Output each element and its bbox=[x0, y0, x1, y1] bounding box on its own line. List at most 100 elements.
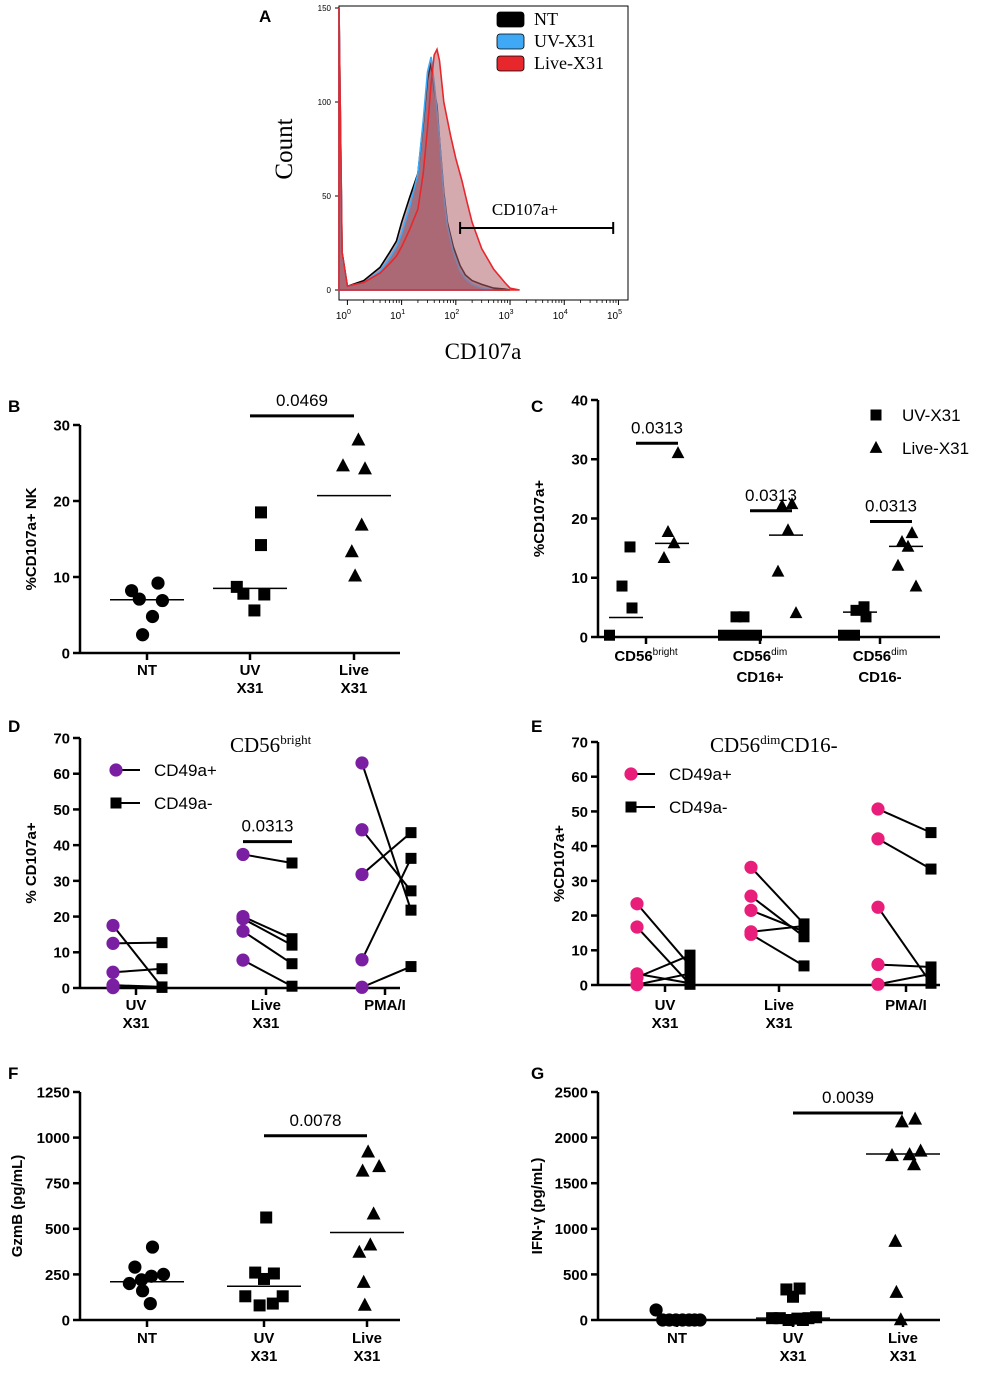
legend-marker-circle bbox=[109, 763, 123, 777]
panel-title: CD56dimCD16- bbox=[710, 732, 838, 757]
x-tick-label: 104 bbox=[553, 309, 568, 322]
data-point-cd49a-positive bbox=[744, 927, 758, 941]
data-point-cd49a-negative bbox=[925, 827, 937, 839]
x-category-label: UV bbox=[240, 662, 261, 679]
y-axis-label: %CD107a+ bbox=[531, 480, 548, 557]
data-point-cd49a-positive bbox=[236, 847, 250, 862]
legend-marker-square bbox=[110, 797, 122, 809]
x-tick-label: 103 bbox=[499, 309, 514, 322]
data-point-triangle bbox=[361, 1144, 376, 1158]
pair-line bbox=[750, 933, 805, 967]
y-tick-label: 1250 bbox=[37, 1084, 70, 1101]
data-point-triangle bbox=[344, 544, 359, 558]
y-tick-label: 30 bbox=[571, 452, 588, 469]
legend-marker-square bbox=[870, 409, 882, 421]
y-tick-label: 0 bbox=[580, 1312, 588, 1329]
data-point-triangle bbox=[661, 524, 675, 537]
y-axis-label: Count bbox=[271, 118, 298, 179]
data-point-triangle bbox=[775, 498, 789, 511]
data-point-triangle bbox=[358, 461, 372, 475]
y-tick-label: 40 bbox=[53, 838, 70, 855]
y-axis-label: %CD107a+ bbox=[551, 825, 568, 902]
data-point-cd49a-positive bbox=[871, 832, 885, 846]
x-category-label: Live bbox=[339, 662, 369, 679]
data-point-circle bbox=[145, 609, 160, 624]
data-point-square bbox=[810, 1311, 823, 1324]
data-point-triangle bbox=[356, 1274, 371, 1288]
histogram-series-live-x31 bbox=[338, 7, 520, 291]
pair-line bbox=[750, 909, 805, 933]
data-point-square bbox=[255, 506, 267, 519]
data-point-triangle bbox=[366, 1206, 381, 1220]
y-tick-label: 30 bbox=[571, 873, 588, 890]
y-tick-label: 10 bbox=[571, 943, 588, 960]
y-tick-label: 20 bbox=[571, 511, 588, 528]
y-tick-label: 500 bbox=[563, 1267, 588, 1284]
pair-line bbox=[636, 903, 691, 967]
x-category-label: CD16- bbox=[858, 669, 901, 686]
data-point-cd49a-positive bbox=[355, 823, 369, 837]
data-point-circle bbox=[151, 576, 165, 590]
panel-label: D bbox=[8, 717, 20, 736]
legend-label: NT bbox=[534, 9, 558, 29]
pair-line bbox=[242, 959, 293, 988]
y-tick-label: 30 bbox=[53, 873, 70, 890]
x-tick-label: 101 bbox=[390, 309, 405, 322]
data-point-triangle bbox=[667, 536, 681, 549]
panel-label: B bbox=[8, 397, 20, 416]
y-tick-label: 1000 bbox=[555, 1221, 588, 1238]
p-value-label: 0.0313 bbox=[865, 496, 917, 515]
data-point-triangle bbox=[785, 497, 799, 510]
y-tick-label: 20 bbox=[53, 909, 70, 926]
data-point-square bbox=[255, 539, 267, 552]
y-tick-label: 1500 bbox=[555, 1176, 588, 1193]
data-point-cd49a-negative bbox=[684, 960, 696, 972]
y-tick-label: 0 bbox=[580, 977, 588, 994]
p-value-label: 0.0039 bbox=[822, 1088, 874, 1107]
data-point-triangle bbox=[789, 606, 803, 619]
x-tick-label: 102 bbox=[444, 309, 459, 322]
x-category-label: UV bbox=[783, 1330, 804, 1347]
data-point-cd49a-negative bbox=[156, 963, 168, 975]
data-point-cd49a-negative bbox=[684, 977, 696, 989]
panel-label: G bbox=[531, 1064, 544, 1083]
y-axis-label: % CD107a+ bbox=[23, 822, 40, 904]
data-point-square bbox=[266, 1297, 279, 1310]
data-point-cd49a-negative bbox=[798, 920, 810, 932]
legend-swatch bbox=[496, 33, 525, 50]
y-tick-label: 30 bbox=[53, 417, 70, 434]
data-point-cd49a-negative bbox=[405, 827, 417, 839]
data-point-circle bbox=[134, 1273, 149, 1287]
x-category-label: X31 bbox=[123, 1015, 150, 1032]
y-tick-label: 0 bbox=[62, 645, 70, 662]
x-category-label: PMA/I bbox=[885, 997, 927, 1014]
data-point-cd49a-negative bbox=[798, 960, 810, 972]
data-point-cd49a-negative bbox=[405, 852, 417, 864]
data-point-cd49a-positive bbox=[236, 924, 250, 938]
panel-title: CD56bright bbox=[230, 732, 312, 757]
data-point-square bbox=[850, 604, 862, 616]
gate-label: CD107a+ bbox=[492, 200, 558, 219]
x-category-label: CD16+ bbox=[736, 669, 783, 686]
data-point-triangle bbox=[354, 517, 369, 531]
data-point-cd49a-negative bbox=[156, 937, 168, 949]
data-point-square bbox=[626, 602, 638, 614]
data-point-cd49a-positive bbox=[871, 900, 885, 914]
data-point-square bbox=[860, 611, 872, 623]
data-point-cd49a-positive bbox=[106, 965, 120, 979]
data-point-circle bbox=[144, 1269, 158, 1283]
data-point-circle bbox=[136, 1284, 150, 1298]
legend-swatch bbox=[496, 11, 525, 28]
data-point-triangle bbox=[895, 535, 909, 548]
data-point-circle bbox=[125, 584, 139, 598]
y-tick-label: 60 bbox=[571, 769, 588, 786]
panel-label: F bbox=[8, 1064, 18, 1083]
data-point-triangle bbox=[336, 458, 350, 472]
x-category-label: X31 bbox=[890, 1348, 917, 1365]
pair-line bbox=[112, 967, 163, 974]
p-value-label: 0.0078 bbox=[290, 1111, 342, 1130]
y-tick-label: 20 bbox=[571, 908, 588, 925]
